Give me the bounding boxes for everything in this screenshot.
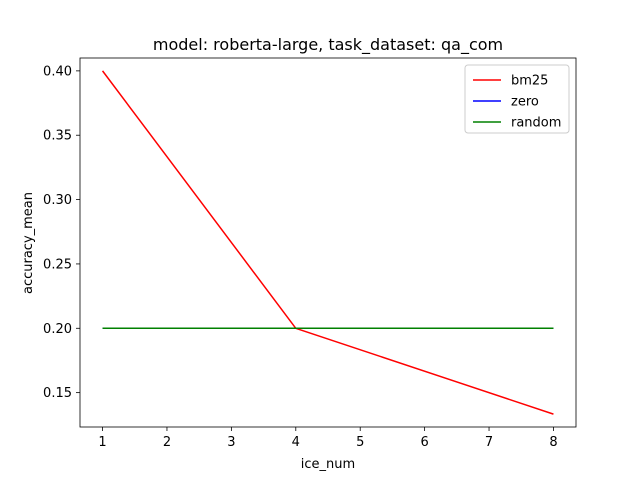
chart-title: model: roberta-large, task_dataset: qa_c… — [153, 35, 503, 55]
legend: bm25 zero random — [464, 64, 570, 134]
y-tick-label: 0.20 — [43, 322, 72, 337]
y-tick-label: 0.15 — [43, 386, 72, 401]
legend-label-random: random — [511, 116, 561, 131]
plot-area: 1 2 3 4 5 6 7 8 0.15 0.20 0.25 0.30 0.35 0.40 — [43, 57, 577, 450]
x-tick-label: 2 — [163, 435, 171, 450]
x-tick-label: 1 — [98, 435, 106, 450]
x-tick-label: 4 — [292, 435, 300, 450]
axes-frame — [79, 57, 577, 428]
legend-label-bm25: bm25 — [511, 74, 548, 89]
y-tick-label: 0.35 — [43, 129, 72, 144]
y-tick-label: 0.25 — [43, 257, 72, 272]
x-axis-title: ice_num — [301, 457, 355, 472]
y-axis-title: accuracy_mean — [21, 192, 36, 294]
y-tick-label: 0.40 — [43, 64, 72, 79]
x-tick-label: 7 — [485, 435, 493, 450]
x-tick-label: 5 — [356, 435, 364, 450]
y-tick-label: 0.30 — [43, 193, 72, 208]
legend-box — [464, 64, 570, 134]
x-tick-label: 3 — [227, 435, 235, 450]
legend-label-zero: zero — [511, 95, 539, 110]
x-tick-label: 8 — [549, 435, 557, 450]
x-tick-label: 6 — [420, 435, 428, 450]
